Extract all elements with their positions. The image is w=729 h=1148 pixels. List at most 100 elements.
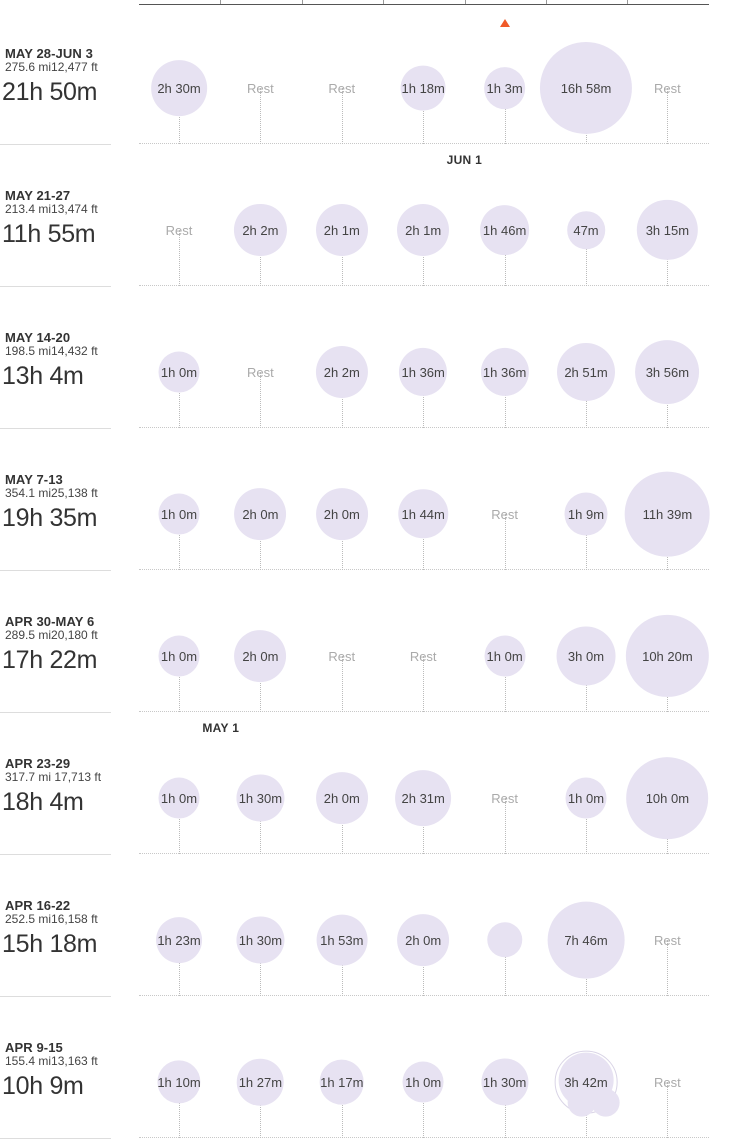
day-activity[interactable]: 2h 2m [302, 326, 382, 428]
day-activity[interactable]: 3h 56m [627, 326, 707, 428]
week-row[interactable]: MAY 7-13 354.1 mi25,138 ft 19h 35m 1h 0m 2h … [0, 468, 729, 610]
activity-bubble[interactable] [397, 914, 450, 966]
activity-bubble[interactable] [151, 60, 207, 116]
activity-bubble[interactable] [625, 471, 710, 557]
day-activity[interactable]: 11h 39m [625, 468, 710, 570]
activity-bubble[interactable] [567, 211, 605, 249]
week-row[interactable]: MAY 14-20 198.5 mi14,432 ft 13h 4m 1h 0m Res… [0, 326, 729, 468]
activity-bubble[interactable] [591, 1088, 620, 1117]
day-activity[interactable]: 2h 31m [383, 752, 463, 854]
day-activity[interactable]: 1h 0m [383, 1036, 463, 1138]
activity-bubble[interactable] [315, 772, 368, 824]
day-activity[interactable]: 1h 0m [465, 610, 545, 712]
activity-bubble[interactable] [157, 1060, 201, 1104]
day-activity[interactable]: 3h 0m [546, 610, 626, 712]
day-activity[interactable]: 1h 0m [546, 752, 626, 854]
day-rest[interactable]: Rest [220, 326, 300, 428]
day-rest[interactable]: Rest [465, 468, 545, 570]
day-activity[interactable]: 1h 3m [465, 42, 545, 144]
day-activity[interactable]: 1h 0m [139, 610, 219, 712]
day-activity[interactable]: 2h 1m [302, 184, 382, 286]
day-activity[interactable]: 47m [546, 184, 626, 286]
activity-bubble[interactable] [564, 492, 608, 536]
day-rest[interactable]: Rest [139, 184, 219, 286]
day-activity[interactable]: 1h 9m [546, 468, 626, 570]
activity-bubble[interactable] [556, 626, 616, 686]
activity-bubble[interactable] [557, 343, 615, 401]
activity-bubble[interactable] [637, 199, 698, 261]
day-activity[interactable]: 2h 2m [220, 184, 300, 286]
activity-bubble[interactable] [398, 489, 448, 539]
day-activity[interactable]: 1h 36m [383, 326, 463, 428]
day-activity[interactable]: 10h 20m [626, 610, 709, 712]
activity-bubble[interactable] [565, 777, 607, 819]
activity-bubble[interactable] [400, 65, 446, 111]
day-rest[interactable]: Rest [627, 1036, 707, 1138]
activity-bubble[interactable] [395, 770, 452, 826]
activity-bubble[interactable] [158, 777, 200, 819]
day-activity[interactable]: 1h 30m [465, 1036, 545, 1138]
day-activity[interactable]: 16h 58m [539, 41, 633, 144]
day-activity[interactable]: 2h 0m [220, 610, 300, 712]
activity-bubble[interactable] [156, 917, 202, 963]
activity-bubble[interactable] [626, 757, 709, 839]
week-row[interactable]: APR 16-22 252.5 mi16,158 ft 15h 18m 1h 23m 1… [0, 894, 729, 1036]
day-activity[interactable]: 1h 17m [302, 1036, 382, 1138]
day-activity[interactable]: 7h 46m [546, 894, 626, 996]
activity-bubble[interactable] [316, 914, 368, 966]
day-activity[interactable]: 2h 0m [383, 894, 463, 996]
day-activity[interactable]: 2h 0m [302, 468, 382, 570]
week-row[interactable]: MAY 21-27 213.4 mi13,474 ft 11h 55m Rest 2h … [0, 184, 729, 326]
day-activity[interactable]: 1h 30m [220, 752, 300, 854]
activity-bubble[interactable] [399, 347, 448, 397]
day-activity[interactable]: 3h 15m [627, 184, 707, 286]
day-activity[interactable]: 1h 30m [220, 894, 300, 996]
day-activity[interactable] [465, 894, 545, 996]
activity-bubble[interactable] [237, 1058, 284, 1106]
activity-bubble[interactable] [234, 630, 287, 682]
day-rest[interactable]: Rest [383, 610, 463, 712]
activity-bubble[interactable] [315, 345, 368, 399]
activity-bubble[interactable] [567, 1088, 596, 1117]
activity-bubble[interactable] [484, 635, 526, 677]
day-activity[interactable]: 10h 0m [626, 752, 709, 854]
activity-bubble[interactable] [234, 203, 287, 257]
day-activity[interactable]: 1h 0m [139, 326, 219, 428]
day-activity[interactable]: 1h 27m [220, 1036, 300, 1138]
day-rest[interactable]: Rest [302, 42, 382, 144]
day-activity[interactable]: 2h 0m [220, 468, 300, 570]
day-rest[interactable]: Rest [220, 42, 300, 144]
day-activity[interactable]: 1h 0m [139, 752, 219, 854]
activity-bubble[interactable] [483, 67, 526, 109]
activity-bubble[interactable] [315, 204, 368, 256]
day-activity[interactable]: 2h 1m [383, 184, 463, 286]
day-activity[interactable]: 1h 36m [465, 326, 545, 428]
day-activity[interactable]: 2h 51m [546, 326, 626, 428]
activity-bubble[interactable] [158, 635, 200, 677]
activity-bubble[interactable] [626, 614, 709, 698]
activity-bubble[interactable] [234, 488, 287, 540]
activity-bubble[interactable] [397, 204, 450, 256]
activity-bubble[interactable] [158, 493, 200, 535]
week-row[interactable]: APR 23-29 317.7 mi 17,713 ft 18h 4m 1h 0m 1h… [0, 752, 729, 894]
day-activity[interactable]: 3h 42m [546, 1036, 626, 1138]
activity-bubble[interactable] [547, 901, 625, 979]
week-row[interactable]: MAY 28-JUN 3 275.6 mi12,477 ft 21h 50m 2h 3… [0, 41, 729, 184]
day-activity[interactable]: 1h 44m [383, 468, 463, 570]
activity-bubble[interactable] [486, 922, 523, 958]
day-activity[interactable]: 1h 10m [139, 1036, 219, 1138]
activity-bubble[interactable] [539, 41, 633, 135]
activity-bubble[interactable] [236, 916, 284, 964]
day-activity[interactable]: 1h 23m [139, 894, 219, 996]
activity-bubble[interactable] [402, 1061, 444, 1103]
day-activity[interactable]: 1h 18m [383, 42, 463, 144]
activity-bubble[interactable] [635, 340, 700, 404]
week-row[interactable]: APR 30-MAY 6 289.5 mi20,180 ft 17h 22m 1h 0… [0, 610, 729, 752]
week-row[interactable]: APR 9-15 155.4 mi13,163 ft 10h 9m 1h 10m 1h … [0, 1036, 729, 1148]
activity-bubble[interactable] [479, 205, 530, 255]
day-activity[interactable]: 2h 0m [302, 752, 382, 854]
day-rest[interactable]: Rest [302, 610, 382, 712]
day-activity[interactable]: 2h 30m [139, 42, 219, 144]
activity-bubble[interactable] [481, 1058, 529, 1106]
day-activity[interactable]: 1h 0m [139, 468, 219, 570]
